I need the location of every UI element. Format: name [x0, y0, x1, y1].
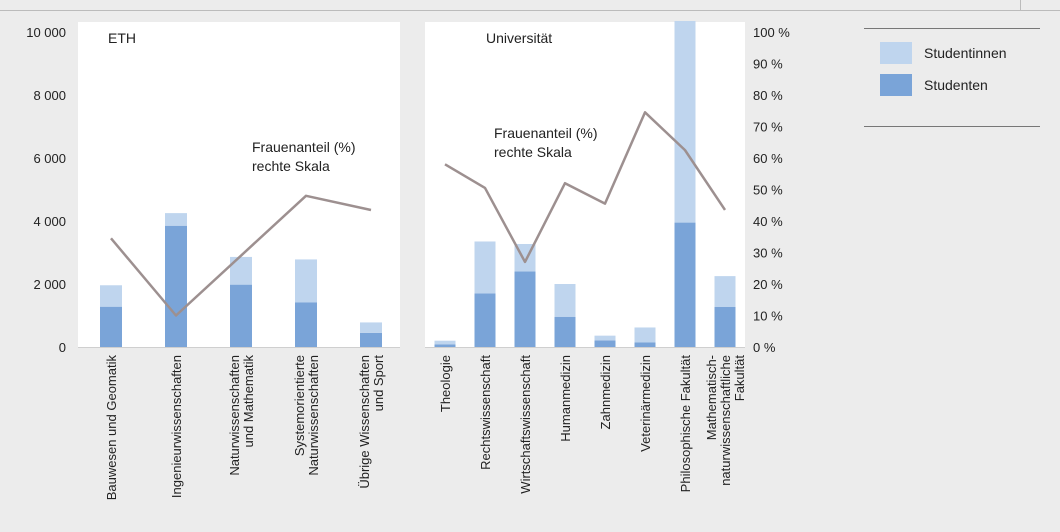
x-tick-label: Veterinärmedizin — [638, 355, 653, 452]
labels: ETH Bauwesen und Geomatik Ingenieurwissens… — [104, 30, 747, 500]
legend: Studentinnen Studenten — [864, 28, 1040, 127]
x-tick-label-line: Übrige Wissenschaften — [357, 355, 372, 489]
right-y-tick-label: 80 % — [753, 88, 783, 103]
x-tick-label: Zahnmedizin — [598, 355, 613, 429]
x-tick-label-line: Mathematisch- — [704, 355, 719, 440]
x-tick-label-line: Veterinärmedizin — [638, 355, 653, 452]
bar-studenten — [360, 332, 382, 347]
x-tick-label-line: Naturwissenschaften — [306, 355, 321, 476]
x-tick-label-line: Bauwesen und Geomatik — [104, 355, 119, 501]
bar-studentinnen — [714, 276, 736, 307]
x-tick-label-line: und Sport — [371, 355, 386, 412]
bar-studenten — [674, 222, 696, 347]
right-y-tick-label: 60 % — [753, 151, 783, 166]
right-y-tick-label: 20 % — [753, 277, 783, 292]
x-tick-label-line: Philosophische Fakultät — [678, 355, 693, 493]
bar-studentinnen — [360, 322, 382, 333]
bar-studenten — [165, 225, 187, 347]
bar-studentinnen — [474, 241, 496, 294]
left-y-tick-label: 0 — [59, 340, 66, 355]
bar-studenten — [100, 306, 122, 347]
x-tick-label-line: Naturwissenschaften — [227, 355, 242, 476]
bar-studentinnen — [295, 259, 317, 303]
bar-studenten — [554, 316, 576, 347]
plot-panel-1 — [425, 22, 745, 347]
right-y-tick-label: 100 % — [753, 25, 790, 40]
share-line — [444, 111, 727, 264]
right-y-tick-label: 90 % — [753, 57, 783, 72]
bar-studentinnen — [634, 327, 656, 343]
axes: 0 2 000 4 000 6 000 8 000 10 000 0 % 10 % 20 % 30… — [26, 25, 790, 355]
right-y-tick-label: 10 % — [753, 309, 783, 324]
bar-studentinnen — [165, 213, 187, 226]
x-tick-label-line: Wirtschaftswissenschaft — [518, 355, 533, 494]
line-annotation: rechte Skala — [494, 144, 572, 160]
x-tick-label: Wirtschaftswissenschaft — [518, 355, 533, 494]
x-tick-label-line: Ingenieurwissenschaften — [169, 355, 184, 498]
bars — [100, 20, 736, 347]
bar-studentinnen — [230, 256, 252, 285]
left-y-tick-label: 10 000 — [26, 25, 66, 40]
panel-title: ETH — [108, 30, 136, 46]
bar-studenten — [434, 344, 456, 347]
bar-studentinnen — [554, 284, 576, 317]
right-y-tick-label: 0 % — [753, 340, 776, 355]
legend-swatch — [880, 42, 912, 64]
x-tick-label: Philosophische Fakultät — [678, 355, 693, 493]
line-annotation: Frauenanteil (%) — [494, 125, 598, 141]
left-y-tick-label: 2 000 — [33, 277, 66, 292]
bar-studenten — [634, 342, 656, 347]
right-y-tick-label: 30 % — [753, 246, 783, 261]
bar-studenten — [594, 340, 616, 347]
legend-swatch — [880, 74, 912, 96]
x-tick-label-line: Theologie — [438, 355, 453, 412]
bar-studenten — [295, 302, 317, 347]
x-tick-label: Mathematisch-naturwissenschaftliche Fakul… — [704, 355, 747, 486]
legend-label: Studentinnen — [924, 45, 1007, 61]
x-tick-label: Ingenieurwissenschaften — [169, 355, 184, 498]
x-tick-label-line: Humanmedizin — [558, 355, 573, 442]
x-tick-label: Humanmedizin — [558, 355, 573, 442]
share-lines — [110, 111, 727, 317]
right-y-tick-label: 50 % — [753, 183, 783, 198]
x-tick-label: Rechtswissenschaft — [478, 355, 493, 470]
x-tick-label-line: Systemorientierte — [292, 355, 307, 456]
x-tick-label: Naturwissenschaften und Mathematik — [227, 355, 256, 476]
right-y-tick-label: 70 % — [753, 120, 783, 135]
x-tick-label-line: Zahnmedizin — [598, 355, 613, 429]
bar-studentinnen — [434, 340, 456, 345]
bar-studenten — [514, 271, 536, 347]
x-tick-label-line: und Mathematik — [241, 355, 256, 448]
left-y-tick-label: 8 000 — [33, 88, 66, 103]
panel-title: Universität — [486, 30, 552, 46]
bar-studenten — [230, 284, 252, 347]
x-tick-label-line: Rechtswissenschaft — [478, 355, 493, 470]
bar-studenten — [474, 293, 496, 347]
bar-studentinnen — [594, 335, 616, 341]
x-tick-label-line: naturwissenschaftliche — [718, 355, 733, 486]
bar-studentinnen — [100, 285, 122, 307]
right-y-tick-label: 40 % — [753, 214, 783, 229]
x-tick-label: Bauwesen und Geomatik — [104, 355, 119, 501]
x-tick-label: Theologie — [438, 355, 453, 412]
legend-label: Studenten — [924, 77, 988, 93]
x-tick-label: Systemorientierte Naturwissenschaften — [292, 355, 321, 476]
line-annotation: Frauenanteil (%) — [252, 139, 356, 155]
bar-studenten — [714, 306, 736, 347]
left-y-tick-label: 4 000 — [33, 214, 66, 229]
x-tick-label: Übrige Wissenschaften und Sport — [357, 355, 386, 489]
bar-studentinnen — [674, 20, 696, 223]
left-y-tick-label: 6 000 — [33, 151, 66, 166]
x-tick-label-line: Fakultät — [732, 355, 747, 402]
line-annotation: rechte Skala — [252, 158, 330, 174]
